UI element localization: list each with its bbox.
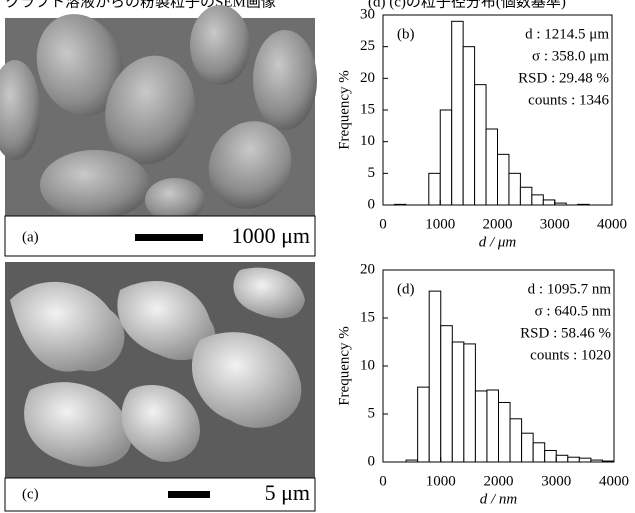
y-tick-label: 0 bbox=[368, 453, 376, 469]
x-tick-label: 1000 bbox=[426, 473, 456, 489]
y-tick-label: 15 bbox=[360, 101, 375, 117]
bar bbox=[452, 342, 464, 462]
bar bbox=[441, 326, 453, 462]
y-tick-label: 30 bbox=[360, 6, 375, 22]
bar bbox=[499, 402, 511, 462]
bar bbox=[556, 455, 568, 462]
image-label: (a) bbox=[22, 229, 39, 245]
x-tick-label: 1000 bbox=[425, 216, 455, 232]
bar bbox=[522, 433, 534, 462]
bar bbox=[464, 344, 476, 462]
bar bbox=[532, 195, 543, 205]
y-tick-label: 10 bbox=[360, 133, 375, 149]
x-tick-label: 3000 bbox=[541, 473, 571, 489]
y-tick-label: 20 bbox=[360, 261, 375, 277]
annotation: RSD : 29.48 % bbox=[518, 70, 609, 86]
bar bbox=[429, 173, 440, 205]
bar bbox=[568, 457, 580, 462]
panel-label: (b) bbox=[397, 26, 415, 42]
bar bbox=[475, 85, 486, 205]
bar bbox=[509, 173, 520, 205]
annotation: d : 1095.7 nm bbox=[528, 281, 612, 297]
y-axis-label: Frequency % bbox=[336, 326, 352, 406]
header-left: クラフト溶液からの粉製粒子のSEM画像 bbox=[5, 0, 276, 10]
y-tick-label: 10 bbox=[360, 357, 375, 373]
bar bbox=[440, 110, 451, 205]
bar bbox=[579, 458, 591, 462]
annotation: σ : 358.0 μm bbox=[532, 48, 609, 64]
x-tick-label: 2000 bbox=[483, 216, 513, 232]
scale-text: 1000 μm bbox=[232, 223, 310, 248]
x-tick-label: 4000 bbox=[597, 216, 627, 232]
x-tick-label: 0 bbox=[379, 216, 387, 232]
y-axis-label: Frequency % bbox=[336, 70, 352, 150]
y-tick-label: 25 bbox=[360, 38, 375, 54]
y-tick-label: 15 bbox=[360, 309, 375, 325]
image-label: (c) bbox=[22, 486, 39, 502]
x-tick-label: 3000 bbox=[540, 216, 570, 232]
x-tick-label: 0 bbox=[379, 473, 387, 489]
bar bbox=[533, 443, 545, 462]
annotation: counts : 1346 bbox=[528, 92, 609, 108]
x-axis-label: d / μm bbox=[479, 234, 517, 250]
bar bbox=[543, 200, 554, 205]
bar bbox=[520, 187, 531, 205]
sem-image-c bbox=[5, 262, 315, 478]
bar bbox=[486, 129, 497, 205]
x-tick-label: 2000 bbox=[484, 473, 514, 489]
x-tick-label: 4000 bbox=[599, 473, 629, 489]
bar bbox=[418, 387, 430, 462]
bar bbox=[545, 450, 557, 462]
y-tick-label: 20 bbox=[360, 70, 375, 86]
scale-text: 5 μm bbox=[265, 480, 310, 505]
sem-image-a bbox=[0, 2, 317, 224]
bar bbox=[475, 391, 487, 462]
bar bbox=[429, 291, 441, 462]
y-tick-label: 5 bbox=[368, 165, 376, 181]
bar bbox=[510, 419, 522, 462]
bar bbox=[463, 47, 474, 205]
annotation: RSD : 58.46 % bbox=[520, 325, 611, 341]
annotation: counts : 1020 bbox=[530, 347, 611, 363]
scale-bar bbox=[168, 491, 210, 498]
scale-bar bbox=[135, 234, 203, 241]
bar bbox=[498, 154, 509, 205]
bar bbox=[487, 390, 499, 462]
annotation: d : 1214.5 μm bbox=[525, 26, 609, 42]
figure: クラフト溶液からの粉製粒子のSEM画像 (d) (c)の粒子径分布(個数基準) … bbox=[0, 0, 635, 513]
y-tick-label: 0 bbox=[368, 196, 376, 212]
panel-label: (d) bbox=[397, 281, 415, 297]
annotation: σ : 640.5 nm bbox=[535, 303, 612, 319]
header-right: (d) (c)の粒子径分布(個数基準) bbox=[368, 0, 566, 10]
y-tick-label: 5 bbox=[368, 405, 376, 421]
x-axis-label: d / nm bbox=[480, 491, 518, 507]
bar bbox=[452, 21, 463, 205]
